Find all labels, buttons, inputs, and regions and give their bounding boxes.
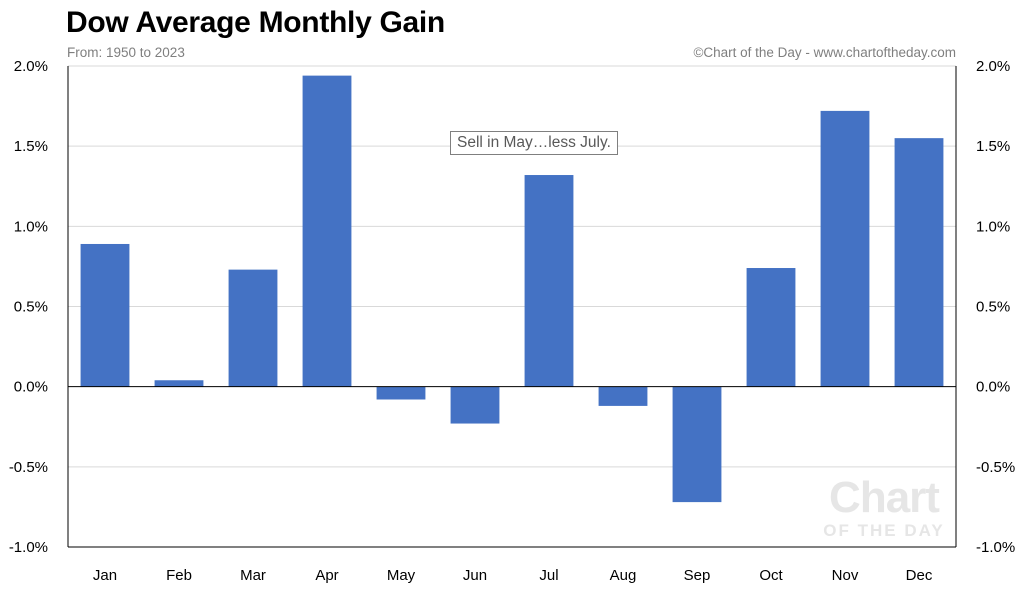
y-tick-label-left: 1.0% xyxy=(14,218,48,235)
bar-dec xyxy=(894,138,944,387)
y-axis-left-labels: 2.0% 1.5% 1.0% 0.5% 0.0% -0.5% -1.0% xyxy=(9,58,48,556)
x-tick-label: Jul xyxy=(539,567,558,584)
x-tick-label: Nov xyxy=(832,567,859,584)
watermark-text-top: Chart xyxy=(829,473,940,522)
bar-jul xyxy=(524,175,574,387)
bar-jan xyxy=(80,243,130,387)
x-tick-label: Dec xyxy=(906,567,933,584)
bar-jun xyxy=(450,386,500,424)
y-tick-label-left: 2.0% xyxy=(14,58,48,75)
x-tick-label: Sep xyxy=(684,567,711,584)
y-tick-label-left: 0.0% xyxy=(14,379,48,396)
y-tick-label-left: 0.5% xyxy=(14,299,48,316)
chart-subtitle: From: 1950 to 2023 xyxy=(67,45,185,60)
y-tick-label-left: 1.5% xyxy=(14,138,48,155)
y-tick-label-right: 1.5% xyxy=(976,138,1010,155)
x-tick-label: Mar xyxy=(240,567,266,584)
x-tick-label: May xyxy=(387,567,416,584)
y-tick-label-right: 1.0% xyxy=(976,218,1010,235)
y-tick-label-left: -1.0% xyxy=(9,539,48,556)
y-tick-label-right: -0.5% xyxy=(976,459,1015,476)
chart-credit: ©Chart of the Day - www.chartoftheday.co… xyxy=(693,45,956,60)
bar-oct xyxy=(746,268,796,387)
bar-mar xyxy=(228,269,278,387)
y-tick-label-right: 0.5% xyxy=(976,299,1010,316)
bar-feb xyxy=(154,380,204,387)
x-tick-label: Feb xyxy=(166,567,192,584)
bar-apr xyxy=(302,75,352,387)
annotation-box: Sell in May…less July. xyxy=(450,131,618,155)
bar-nov xyxy=(820,110,870,387)
x-tick-label: Jan xyxy=(93,567,117,584)
x-tick-label: Jun xyxy=(463,567,487,584)
x-axis-labels: Jan Feb Mar Apr May Jun Jul Aug Sep Oct Nov Dec xyxy=(93,567,933,584)
axes xyxy=(67,66,957,548)
y-tick-label-left: -0.5% xyxy=(9,459,48,476)
y-tick-label-right: 2.0% xyxy=(976,58,1010,75)
y-axis-right-labels: 2.0% 1.5% 1.0% 0.5% 0.0% -0.5% -1.0% xyxy=(976,58,1015,556)
y-tick-label-right: -1.0% xyxy=(976,539,1015,556)
bar-aug xyxy=(598,386,648,406)
x-tick-label: Apr xyxy=(315,567,338,584)
x-tick-label: Oct xyxy=(759,567,783,584)
x-tick-label: Aug xyxy=(610,567,637,584)
bar-sep xyxy=(672,386,722,503)
watermark-logo: Chart OF THE DAY xyxy=(823,473,944,540)
chart-title: Dow Average Monthly Gain xyxy=(66,6,445,39)
bars xyxy=(80,75,944,503)
y-tick-label-right: 0.0% xyxy=(976,379,1010,396)
watermark-text-bottom: OF THE DAY xyxy=(823,521,944,540)
bar-may xyxy=(376,386,426,400)
